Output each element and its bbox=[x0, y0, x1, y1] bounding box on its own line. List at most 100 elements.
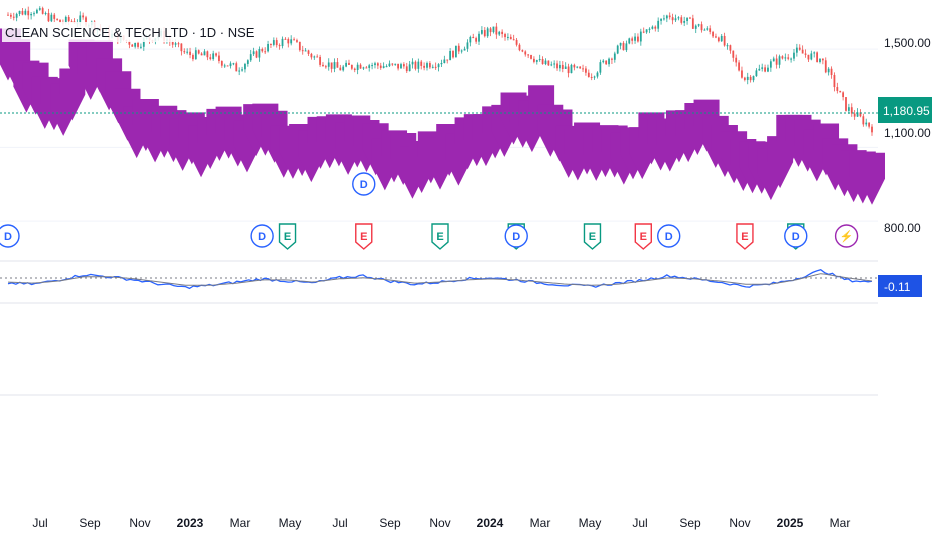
candle-body bbox=[238, 70, 241, 72]
time-axis-label: Sep bbox=[79, 516, 101, 530]
candle-body bbox=[449, 50, 452, 61]
candle-body bbox=[605, 60, 608, 65]
candle-body bbox=[764, 67, 766, 72]
candle-body bbox=[226, 65, 229, 67]
earnings-marker[interactable]: E bbox=[278, 223, 297, 250]
candle-body bbox=[553, 63, 556, 65]
candle-body bbox=[402, 64, 405, 67]
candle-body bbox=[414, 61, 417, 69]
candle-body bbox=[541, 59, 544, 65]
candle-body bbox=[871, 126, 873, 133]
candle-body bbox=[64, 16, 67, 23]
candle-body bbox=[261, 49, 264, 52]
candle-body bbox=[865, 122, 868, 125]
dividend-marker[interactable]: D bbox=[784, 224, 808, 248]
candle-body bbox=[547, 60, 550, 66]
candle-body bbox=[544, 60, 547, 65]
candle-body bbox=[472, 36, 475, 39]
time-axis-label: Jul bbox=[32, 516, 47, 530]
candle-body bbox=[400, 64, 402, 69]
candle-body bbox=[530, 55, 532, 59]
earnings-marker[interactable]: E bbox=[355, 223, 373, 250]
candle-body bbox=[619, 42, 622, 46]
candle-body bbox=[660, 18, 662, 21]
candle-body bbox=[715, 36, 717, 38]
candle-body bbox=[634, 36, 636, 41]
candle-body bbox=[446, 59, 449, 61]
event-circle bbox=[0, 224, 20, 248]
candle-body bbox=[359, 64, 362, 69]
candle-body bbox=[246, 60, 249, 64]
earnings-marker[interactable]: E bbox=[634, 223, 652, 250]
candle-body bbox=[798, 47, 801, 50]
candle-body bbox=[596, 72, 599, 77]
candle-body bbox=[287, 39, 290, 44]
candle-body bbox=[637, 36, 639, 42]
candle-body bbox=[244, 63, 246, 70]
signal-markers bbox=[0, 28, 885, 205]
candle-body bbox=[452, 50, 454, 58]
event-circle bbox=[834, 224, 859, 248]
candle-body bbox=[729, 45, 732, 51]
dividend-marker[interactable]: D bbox=[0, 224, 20, 248]
event-label: E bbox=[741, 231, 748, 243]
price-tick-1100: 1,100.00 bbox=[884, 126, 931, 140]
candle-body bbox=[663, 18, 665, 20]
candle-body bbox=[726, 45, 729, 47]
candle-body bbox=[223, 65, 226, 67]
candle-body bbox=[582, 68, 584, 70]
candle-body bbox=[209, 57, 212, 60]
candle-body bbox=[683, 21, 686, 23]
candle-body bbox=[793, 52, 795, 59]
candle-body bbox=[345, 62, 347, 67]
candle-body bbox=[613, 53, 616, 60]
candle-body bbox=[853, 113, 856, 117]
earnings-flag-shape bbox=[736, 223, 754, 250]
candle-body bbox=[252, 51, 255, 55]
earnings-marker[interactable]: E bbox=[431, 223, 449, 250]
candle-body bbox=[371, 65, 373, 67]
event-markers: DDEEEEDEEDEED⚡D bbox=[0, 172, 859, 250]
candle-body bbox=[35, 9, 38, 14]
candle-body bbox=[218, 55, 220, 62]
candle-body bbox=[772, 58, 775, 62]
candle-body bbox=[235, 63, 238, 72]
candle-body bbox=[426, 63, 428, 68]
candle-body bbox=[304, 50, 307, 52]
event-label: E bbox=[436, 231, 443, 243]
candle-body bbox=[249, 54, 252, 61]
earnings-marker[interactable]: E bbox=[736, 223, 754, 250]
candle-body bbox=[842, 92, 845, 98]
candle-body bbox=[559, 64, 561, 69]
candle-body bbox=[611, 58, 613, 60]
candle-body bbox=[440, 63, 443, 65]
candle-body bbox=[7, 14, 9, 16]
candle-body bbox=[460, 50, 463, 52]
dividend-marker[interactable]: D bbox=[250, 224, 274, 248]
candle-body bbox=[625, 43, 628, 51]
dividend-marker[interactable]: D bbox=[657, 224, 681, 248]
candle-body bbox=[648, 28, 651, 30]
candle-body bbox=[795, 47, 798, 53]
oscillator-pane bbox=[7, 268, 873, 290]
dividend-marker[interactable]: D bbox=[504, 224, 528, 248]
candle-body bbox=[775, 58, 778, 65]
dividend-marker[interactable]: D bbox=[352, 172, 376, 196]
earnings-marker[interactable]: E bbox=[583, 223, 602, 250]
event-label: E bbox=[284, 231, 291, 243]
candle-body bbox=[186, 51, 189, 53]
candle-body bbox=[350, 64, 353, 69]
candle-body bbox=[67, 16, 70, 22]
time-axis[interactable]: Jul Sep Nov 2023 Mar May Jul Sep Nov 2024 Mar May Ju… bbox=[32, 516, 850, 530]
candle-body bbox=[839, 90, 842, 93]
event-circle bbox=[504, 224, 528, 248]
candle-body bbox=[758, 68, 761, 71]
candle-body bbox=[657, 20, 660, 29]
split-marker[interactable]: ⚡ bbox=[834, 224, 859, 248]
candle-body bbox=[405, 66, 408, 72]
candle-body bbox=[397, 63, 400, 69]
candle-body bbox=[556, 63, 558, 69]
candle-body bbox=[579, 66, 582, 69]
